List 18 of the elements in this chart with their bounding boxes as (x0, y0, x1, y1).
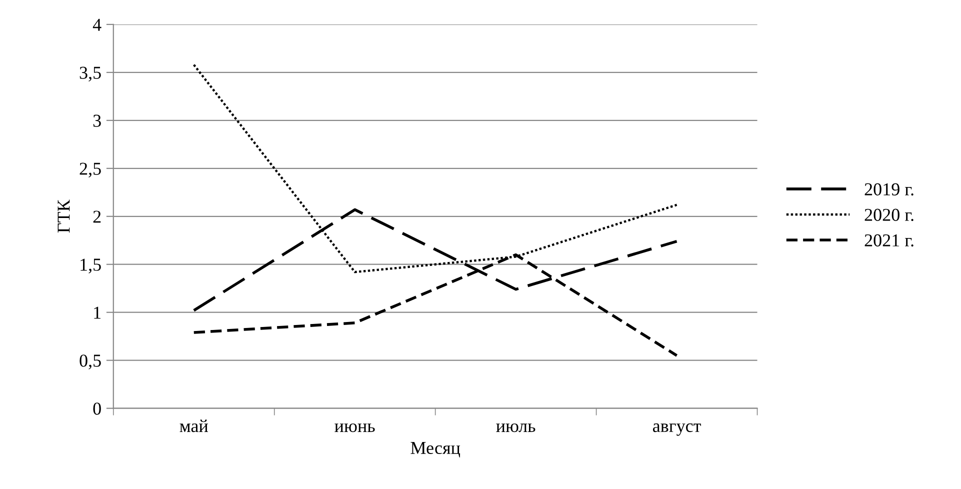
y-tick-label: 1 (94, 306, 101, 319)
x-tick-label: май (180, 420, 208, 432)
y-tick-label: 3,5 (80, 66, 101, 82)
y-axis-title: ГТК (58, 200, 70, 233)
x-tick-label: август (652, 423, 701, 436)
y-tick-label: 0 (93, 402, 101, 415)
y-tick-label: 2,5 (80, 162, 101, 178)
legend-label: 2019 г. (864, 183, 914, 196)
x-tick-label: июль (496, 423, 536, 432)
y-tick-label: 1,5 (80, 258, 101, 274)
legend-label: 2021 г. (864, 234, 914, 247)
x-tick-label: июнь (334, 423, 375, 432)
legend-label: 2020 г. (864, 208, 914, 222)
y-tick-label: 0,5 (80, 354, 101, 370)
x-axis-title: Месяц (410, 442, 460, 458)
y-tick-label: 3 (93, 114, 101, 127)
y-tick-label: 2 (93, 210, 101, 223)
y-tick-label: 4 (92, 18, 102, 31)
